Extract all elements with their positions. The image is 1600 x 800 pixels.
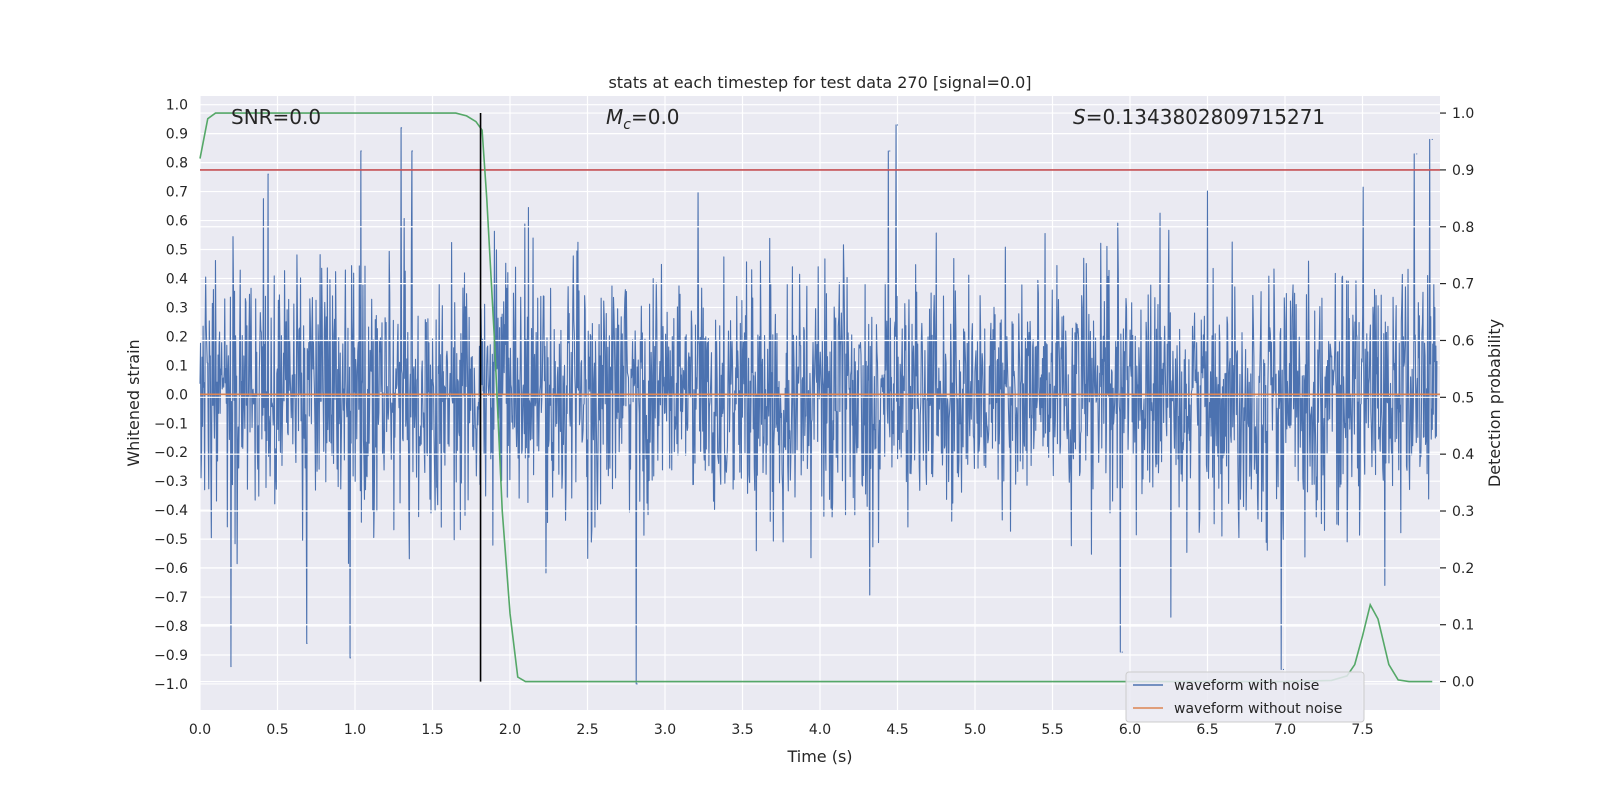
y-tick-label: −0.2	[154, 445, 188, 461]
y-tick-label: −0.7	[154, 590, 188, 606]
x-tick-label: 6.0	[1119, 722, 1141, 738]
y-tick-label: 0.0	[166, 387, 188, 403]
s-annotation: S=0.1343802809715271	[1073, 105, 1325, 129]
y-tick-label: 0.1	[166, 358, 188, 374]
noise-peak-point	[1431, 138, 1433, 141]
noise-waveform-path	[199, 124, 1438, 685]
x-tick-label: 5.0	[964, 722, 986, 738]
y-tick-label: −0.3	[154, 474, 188, 490]
y-right-tick-label: 0.8	[1452, 220, 1474, 236]
y-right-tick-label: 0.9	[1452, 163, 1474, 179]
y-right-tick-label: 0.6	[1452, 333, 1474, 349]
x-axis-label: Time (s)	[786, 747, 852, 766]
x-axis-ticks: 0.0 0.5 1.0 1.5 2.0 2.5 3.0 3.5 4.0 4.5 5.0 5.5 6.0 6…	[189, 722, 1374, 738]
x-tick-label: 2.5	[576, 722, 598, 738]
noise-peak-point	[411, 150, 413, 152]
y-tick-label: −0.1	[154, 416, 188, 432]
y-right-tick-label: 0.4	[1452, 447, 1474, 463]
y-tick-label: 1.0	[166, 98, 188, 114]
noise-peak-point	[636, 683, 638, 685]
noise-peak-point	[896, 124, 899, 126]
noise-peak-point	[1416, 153, 1418, 155]
legend-label-noise: waveform with noise	[1174, 678, 1319, 694]
noise-peak-point	[349, 657, 351, 659]
y-right-tick-label: 0.5	[1452, 390, 1474, 406]
y-right-tick-label: 0.3	[1452, 504, 1474, 520]
x-tick-label: 3.5	[731, 722, 753, 738]
noise-peak-point	[267, 173, 269, 175]
noise-peak-point	[1121, 651, 1123, 653]
y-right-tick-label: 1.0	[1452, 106, 1474, 122]
y-tick-label: −0.4	[154, 503, 188, 519]
y-tick-label: 0.3	[166, 300, 188, 316]
x-tick-label: 1.5	[421, 722, 443, 738]
y-axis-label: Whitened strain	[124, 339, 143, 466]
x-tick-label: 6.5	[1196, 722, 1218, 738]
mc-symbol: M	[606, 105, 623, 129]
y-tick-label: 0.7	[166, 185, 188, 201]
y-tick-label: 0.6	[166, 214, 188, 230]
y-tick-label: −1.0	[154, 677, 188, 693]
y-tick-label: −0.5	[154, 532, 188, 548]
x-tick-label: 7.0	[1274, 722, 1296, 738]
x-tick-label: 0.0	[189, 722, 211, 738]
noise-peak-point	[1282, 668, 1285, 671]
noise-peak-point	[230, 665, 232, 668]
y-right-tick-label: 0.7	[1452, 277, 1474, 293]
legend-label-clean: waveform without noise	[1174, 701, 1342, 717]
x-tick-label: 4.0	[809, 722, 831, 738]
y-tick-label: 0.4	[166, 271, 188, 287]
y-tick-label: −0.8	[154, 619, 188, 635]
y-right-tick-label: 0.0	[1452, 675, 1474, 691]
noise-peak-point	[306, 642, 308, 644]
mc-value: =0.0	[631, 105, 680, 129]
legend: waveform with noise waveform without noi…	[1125, 671, 1365, 723]
y-tick-label: 0.5	[166, 243, 188, 259]
x-tick-label: 5.5	[1041, 722, 1063, 738]
y-right-axis-ticks: 1.0 0.9 0.8 0.7 0.6 0.5 0.4 0.3 0.2 0.1 0.0	[1440, 106, 1474, 691]
noise-peak-point	[889, 150, 891, 152]
noise-peak-point	[400, 127, 403, 129]
y-right-tick-label: 0.2	[1452, 561, 1474, 577]
y-right-tick-label: 0.1	[1452, 618, 1474, 634]
x-tick-label: 7.5	[1351, 722, 1373, 738]
s-symbol: S	[1073, 105, 1086, 129]
x-tick-label: 1.0	[344, 722, 366, 738]
x-tick-label: 4.5	[886, 722, 908, 738]
x-tick-label: 2.0	[499, 722, 521, 738]
detection-probability-line	[199, 112, 1433, 683]
s-value: =0.1343802809715271	[1086, 105, 1325, 129]
y-tick-label: −0.9	[154, 648, 188, 664]
noise-waveform	[199, 124, 1438, 685]
mc-annotation: Mc=0.0	[606, 105, 680, 133]
x-tick-label: 3.0	[654, 722, 676, 738]
y-tick-label: 0.9	[166, 127, 188, 143]
y-tick-label: −0.6	[154, 561, 188, 577]
mc-subscript: c	[623, 117, 631, 133]
y-right-axis-label: Detection probability	[1485, 319, 1504, 487]
y-tick-label: 0.8	[166, 156, 188, 172]
x-tick-label: 0.5	[266, 722, 288, 738]
noise-peak-point	[360, 150, 362, 152]
y-tick-label: 0.2	[166, 329, 188, 345]
y-axis-ticks: 1.0 0.9 0.8 0.7 0.6 0.5 0.4 0.3 0.2 0.1 0.0 −0.1 −0.…	[154, 98, 188, 693]
chart-title: stats at each timestep for test data 270…	[608, 73, 1031, 92]
legend-box	[1125, 671, 1365, 723]
snr-annotation: SNR=0.0	[231, 105, 321, 129]
